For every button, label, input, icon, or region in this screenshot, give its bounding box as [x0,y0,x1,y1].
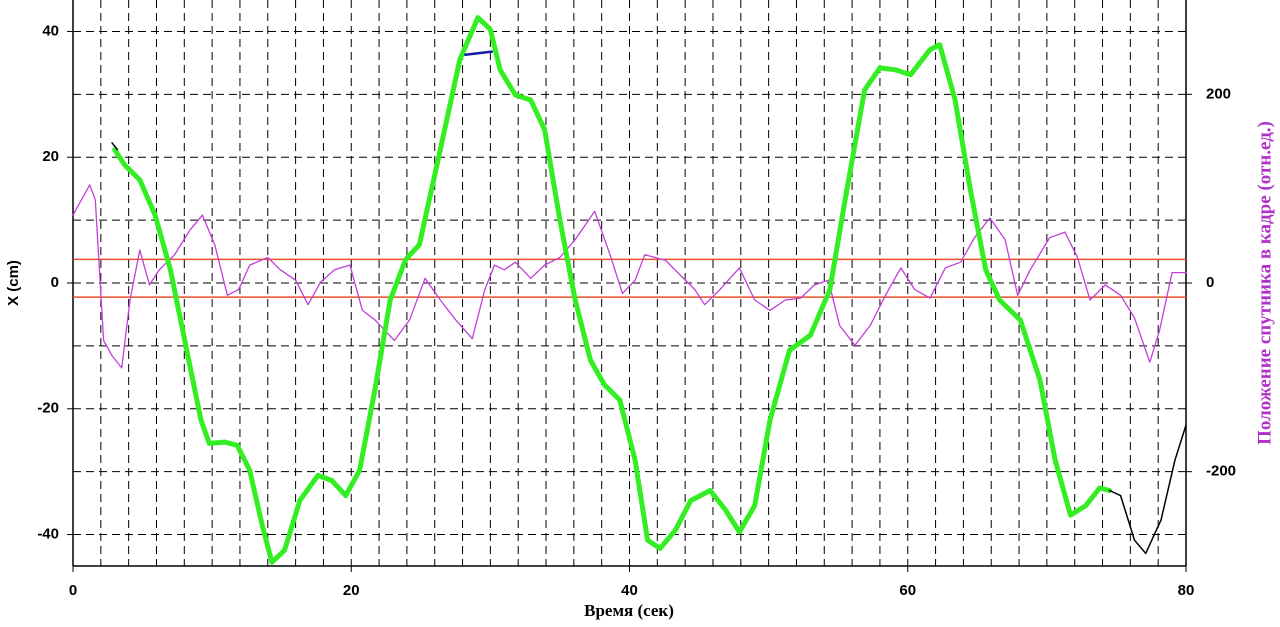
x-tick-label: 20 [343,582,360,599]
data-line [111,142,119,151]
y-tick-label: -40 [37,526,59,543]
data-line [72,184,1187,369]
x-tick-label: 0 [69,582,77,599]
y2-tick-label: -200 [1206,463,1236,480]
data-line [1108,424,1187,555]
y-tick-label: 20 [42,148,59,165]
x-tick-label: 80 [1178,582,1195,599]
y2-tick-label: 0 [1206,274,1214,291]
x-axis-label: Время (сек) [584,601,674,620]
y-axis-label: X (cm) [5,260,22,306]
y2-axis-label: Положение спутника в кадре (отн.ед.) [1254,121,1275,445]
data-line [464,50,494,56]
x-tick-label: 40 [621,582,638,599]
y2-tick-label: 200 [1206,85,1231,102]
y-tick-label: -20 [37,400,59,417]
x-tick-label: 60 [899,582,916,599]
y-tick-label: 40 [42,22,59,39]
data-line [112,15,1112,565]
y-tick-label: 0 [51,274,59,291]
